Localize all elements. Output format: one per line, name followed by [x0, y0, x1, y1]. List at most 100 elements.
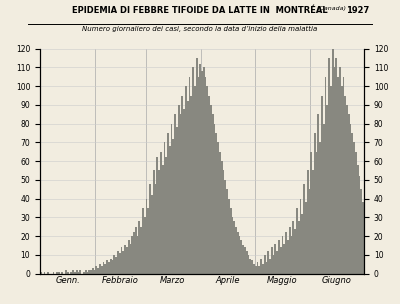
Bar: [305, 202, 307, 274]
Bar: [171, 124, 172, 274]
Bar: [140, 227, 142, 274]
Bar: [353, 142, 355, 274]
Bar: [274, 244, 276, 274]
Bar: [303, 184, 305, 274]
Bar: [185, 86, 187, 274]
Bar: [284, 244, 285, 274]
Bar: [266, 262, 267, 274]
Bar: [101, 266, 103, 274]
Bar: [237, 232, 239, 274]
Bar: [151, 195, 153, 274]
Bar: [339, 67, 341, 274]
Bar: [269, 259, 271, 274]
Bar: [296, 208, 298, 274]
Bar: [230, 208, 232, 274]
Bar: [149, 184, 151, 274]
Bar: [90, 270, 92, 274]
Bar: [323, 124, 325, 274]
Bar: [235, 227, 237, 274]
Bar: [130, 244, 131, 274]
Bar: [142, 208, 144, 274]
Bar: [360, 189, 362, 274]
Bar: [58, 272, 60, 274]
Bar: [126, 247, 128, 274]
Bar: [112, 261, 113, 274]
Bar: [47, 272, 49, 274]
Bar: [312, 171, 314, 274]
Bar: [260, 259, 262, 274]
Bar: [244, 247, 246, 274]
Bar: [162, 165, 164, 274]
Bar: [344, 95, 346, 274]
Bar: [113, 255, 115, 274]
Bar: [79, 270, 81, 274]
Bar: [318, 114, 319, 274]
Bar: [294, 229, 296, 274]
Bar: [85, 270, 86, 274]
Bar: [240, 240, 242, 274]
Bar: [86, 272, 88, 274]
Bar: [160, 152, 162, 274]
Bar: [256, 262, 258, 274]
Bar: [187, 101, 188, 274]
Bar: [346, 105, 348, 274]
Bar: [106, 261, 108, 274]
Bar: [258, 266, 260, 274]
Bar: [167, 133, 169, 274]
Bar: [291, 236, 292, 274]
Bar: [56, 272, 58, 274]
Bar: [332, 49, 334, 274]
Bar: [300, 199, 301, 274]
Bar: [190, 95, 192, 274]
Bar: [335, 58, 337, 274]
Bar: [267, 251, 269, 274]
Bar: [164, 142, 165, 274]
Bar: [217, 142, 219, 274]
Bar: [316, 152, 318, 274]
Bar: [176, 127, 178, 274]
Bar: [287, 240, 289, 274]
Bar: [83, 272, 85, 274]
Bar: [328, 58, 330, 274]
Bar: [99, 264, 101, 274]
Bar: [128, 240, 130, 274]
Bar: [137, 236, 138, 274]
Bar: [117, 251, 119, 274]
Bar: [250, 259, 251, 274]
Bar: [104, 264, 106, 274]
Bar: [52, 272, 54, 274]
Bar: [276, 251, 278, 274]
Bar: [97, 268, 99, 274]
Bar: [210, 105, 212, 274]
Bar: [180, 114, 182, 274]
Text: EPIDEMIA DI FEBBRE TIFOIDE DA LATTE IN  MONTRÉAL: EPIDEMIA DI FEBBRE TIFOIDE DA LATTE IN M…: [72, 6, 328, 15]
Bar: [307, 171, 308, 274]
Bar: [357, 165, 359, 274]
Bar: [337, 77, 339, 274]
Bar: [172, 139, 174, 274]
Bar: [212, 114, 214, 274]
Bar: [158, 171, 160, 274]
Bar: [222, 171, 224, 274]
Bar: [156, 157, 158, 274]
Bar: [165, 157, 167, 274]
Bar: [292, 221, 294, 274]
Bar: [192, 67, 194, 274]
Bar: [216, 133, 217, 274]
Bar: [350, 124, 352, 274]
Bar: [228, 199, 230, 274]
Bar: [131, 236, 133, 274]
Bar: [67, 272, 69, 274]
Bar: [348, 114, 350, 274]
Bar: [70, 272, 72, 274]
Bar: [355, 152, 357, 274]
Bar: [264, 255, 266, 274]
Bar: [221, 161, 222, 274]
Bar: [201, 71, 203, 274]
Bar: [174, 114, 176, 274]
Bar: [330, 86, 332, 274]
Bar: [251, 261, 253, 274]
Bar: [278, 240, 280, 274]
Bar: [239, 236, 240, 274]
Bar: [198, 77, 199, 274]
